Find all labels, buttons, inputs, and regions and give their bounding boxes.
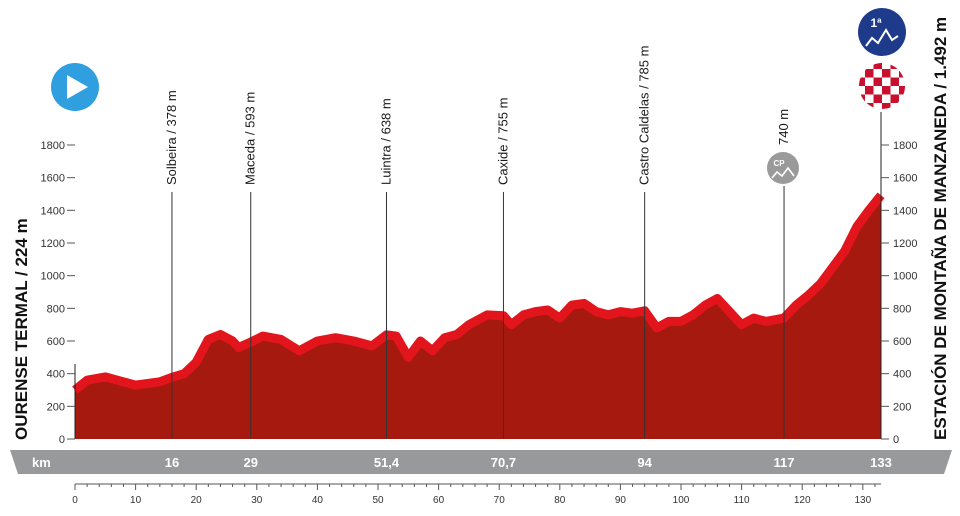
- km-marker-label: 29: [244, 455, 258, 470]
- waypoint-label: Caxide / 755 m: [495, 98, 510, 185]
- y-tick-label-left: 200: [47, 401, 65, 413]
- y-tick-label-right: 1400: [893, 205, 917, 217]
- km-marker-label: 70,7: [491, 455, 516, 470]
- x-tick-label: 30: [251, 495, 263, 506]
- waypoint-label: 740 m: [776, 109, 791, 145]
- x-tick-label: 10: [130, 495, 142, 506]
- y-tick-label-left: 1000: [41, 271, 65, 283]
- y-axis-right: 0 200 400 600 800 1000 1200 1400 1600 1800: [881, 140, 917, 446]
- climb-category: 1ª: [870, 16, 882, 30]
- km-marker-label: 133: [870, 455, 892, 470]
- checker-square: [890, 94, 899, 103]
- sprint-point-icon: CP: [767, 152, 799, 184]
- y-tick-label-left: 1200: [41, 238, 65, 250]
- km-marker-label: 16: [165, 455, 179, 470]
- x-axis: 0 10 20 30 40 50 60 70 80 90 100 110 120 130: [72, 483, 881, 506]
- finish-flag-icon: [858, 62, 906, 110]
- x-tick-label: 60: [433, 495, 445, 506]
- x-tick-label: 120: [794, 495, 811, 506]
- checker-square: [873, 63, 882, 69]
- km-marker-label: 117: [774, 455, 795, 470]
- start-label: OURENSE TERMAL / 224 m: [12, 218, 31, 440]
- checker-square: [890, 77, 899, 86]
- y-tick-label-left: 0: [59, 434, 65, 446]
- y-tick-label-right: 1000: [893, 271, 917, 283]
- y-tick-label-left: 1800: [41, 140, 65, 152]
- checker-square: [859, 77, 865, 86]
- y-tick-label-right: 200: [893, 401, 911, 413]
- y-tick-label-right: 600: [893, 336, 911, 348]
- checker-square: [882, 69, 891, 78]
- y-tick-label-right: 400: [893, 369, 911, 381]
- y-tick-label-left: 400: [47, 369, 65, 381]
- waypoint-label: Solbeira / 378 m: [164, 90, 179, 185]
- y-axis-left: 0 200 400 600 800 1000 1200 1400 1600 1800: [41, 140, 75, 446]
- checker-square: [882, 86, 891, 95]
- km-band-shape: [10, 450, 952, 474]
- checker-square: [865, 69, 874, 78]
- y-tick-label-left: 800: [47, 303, 65, 315]
- y-tick-label-right: 800: [893, 303, 911, 315]
- waypoint-markers: Solbeira / 378 m Maceda / 593 m Luintra / …: [164, 46, 791, 439]
- sprint-label: CP: [773, 159, 785, 168]
- x-tick-label: 130: [854, 495, 871, 506]
- x-tick-label: 40: [312, 495, 324, 506]
- waypoint-label: Castro Caldelas / 785 m: [637, 46, 652, 185]
- x-tick-label: 50: [372, 495, 384, 506]
- x-tick-label: 70: [494, 495, 506, 506]
- y-tick-label-right: 1200: [893, 238, 917, 250]
- km-marker-label: 51,4: [374, 455, 400, 470]
- checker-square: [899, 103, 905, 109]
- km-band: km 16 29 51,4 70,7 94 117 133: [10, 450, 952, 474]
- x-tick-label: 0: [72, 495, 78, 506]
- km-marker-label: 94: [637, 455, 652, 470]
- profile-area: [75, 195, 881, 439]
- y-tick-label-left: 1600: [41, 173, 65, 185]
- waypoint-label: Luintra / 638 m: [378, 98, 393, 185]
- x-tick-label: 90: [615, 495, 627, 506]
- x-tick-label: 110: [734, 495, 750, 506]
- x-tick-label: 80: [554, 495, 566, 506]
- finish-label: ESTACIÓN DE MONTAÑA DE MANZANEDA / 1.492…: [930, 17, 950, 440]
- checker-square: [873, 77, 882, 86]
- y-tick-label-right: 0: [893, 434, 899, 446]
- x-tick-label: 100: [673, 495, 690, 506]
- checker-square: [865, 86, 874, 95]
- mountain-climb-icon: 1ª: [858, 8, 906, 56]
- checker-square: [882, 103, 891, 109]
- y-tick-label-right: 1800: [893, 140, 917, 152]
- y-tick-label-right: 1600: [893, 173, 917, 185]
- y-tick-label-left: 600: [47, 336, 65, 348]
- km-label: km: [32, 455, 51, 470]
- start-icon: [51, 63, 99, 111]
- checker-square: [873, 94, 882, 103]
- elevation-profile: [72, 112, 885, 439]
- checker-square: [899, 86, 905, 95]
- checker-square: [859, 63, 865, 69]
- x-tick-label: 20: [191, 495, 203, 506]
- y-tick-label-left: 1400: [41, 205, 65, 217]
- waypoint-label: Maceda / 593 m: [243, 92, 258, 185]
